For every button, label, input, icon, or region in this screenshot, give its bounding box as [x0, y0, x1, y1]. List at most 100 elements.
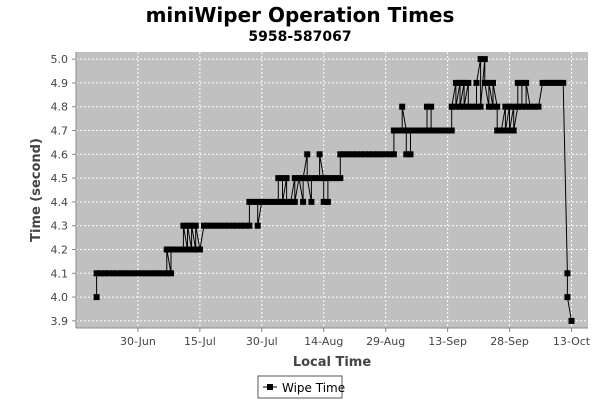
data-point	[106, 270, 112, 277]
data-point	[345, 151, 352, 158]
data-point	[382, 151, 389, 158]
data-point	[518, 79, 525, 86]
data-point	[403, 151, 410, 158]
data-point	[229, 222, 236, 229]
x-tick-label: 15-Jul	[184, 335, 216, 348]
data-point	[287, 198, 294, 205]
data-point	[457, 103, 463, 110]
data-point	[275, 175, 282, 182]
data-point	[188, 246, 195, 253]
data-point	[564, 270, 571, 277]
data-point	[502, 103, 509, 110]
data-point	[296, 175, 302, 182]
data-point	[337, 175, 344, 182]
data-point	[568, 317, 575, 324]
data-point	[258, 198, 265, 205]
data-point	[337, 151, 344, 158]
data-point	[353, 151, 360, 158]
data-point	[300, 175, 307, 182]
data-point	[403, 127, 410, 134]
data-point	[291, 198, 298, 205]
data-point	[531, 103, 538, 110]
data-point	[481, 56, 488, 63]
data-point	[432, 127, 439, 134]
plot-area	[76, 52, 588, 328]
data-point	[304, 151, 311, 158]
data-point	[134, 270, 141, 277]
data-point	[494, 103, 501, 110]
x-tick-label: 29-Aug	[366, 335, 405, 348]
data-point	[238, 222, 245, 229]
x-tick-label: 13-Sep	[428, 335, 467, 348]
data-point	[419, 127, 426, 134]
data-point	[481, 79, 488, 86]
legend: Wipe Time	[257, 375, 345, 399]
data-point	[192, 246, 199, 253]
data-point	[523, 79, 530, 86]
data-point	[349, 151, 356, 158]
y-tick-label: 3.9	[51, 315, 69, 328]
y-tick-label: 4.5	[51, 172, 69, 185]
y-tick-label: 5.0	[51, 53, 69, 66]
data-point	[254, 222, 261, 229]
data-point	[184, 222, 191, 229]
data-point	[271, 198, 278, 205]
y-tick-label: 4.8	[51, 101, 69, 114]
data-point	[436, 127, 443, 134]
data-point	[267, 198, 274, 205]
data-point	[386, 151, 393, 158]
data-point	[465, 79, 472, 86]
data-point	[159, 270, 166, 277]
data-point	[547, 79, 554, 86]
data-point	[225, 222, 232, 229]
data-point	[370, 151, 377, 158]
data-point	[461, 103, 468, 110]
data-point	[485, 103, 492, 110]
data-point	[155, 270, 162, 277]
legend-box	[257, 375, 343, 399]
data-point	[308, 175, 315, 182]
data-point	[428, 127, 435, 134]
data-point	[444, 127, 451, 134]
y-tick-label: 4.6	[51, 148, 69, 161]
data-point	[118, 270, 125, 277]
data-point	[560, 79, 567, 86]
data-point	[93, 294, 100, 301]
x-tick-label: 30-Jul	[246, 335, 278, 348]
data-point	[518, 103, 525, 110]
data-point	[93, 270, 100, 277]
data-point	[490, 103, 496, 110]
data-point	[242, 222, 249, 229]
chart-subtitle: 5958-587067	[248, 29, 351, 45]
data-point	[543, 79, 550, 86]
data-point	[205, 222, 212, 229]
data-point	[246, 222, 253, 229]
data-point	[465, 103, 472, 110]
data-point	[324, 175, 331, 182]
data-point	[291, 175, 298, 182]
data-point	[168, 270, 174, 277]
data-point	[564, 294, 571, 301]
data-point	[395, 127, 402, 134]
data-point	[424, 127, 430, 134]
data-point	[246, 198, 253, 205]
data-point	[469, 103, 476, 110]
data-point	[308, 198, 315, 205]
data-point	[490, 79, 496, 86]
data-point	[300, 198, 307, 205]
data-point	[180, 246, 187, 253]
data-point	[329, 175, 335, 182]
data-point	[279, 175, 286, 182]
data-point	[378, 151, 385, 158]
data-point	[399, 127, 406, 134]
data-point	[556, 79, 563, 86]
data-point	[494, 127, 501, 134]
data-point	[234, 222, 240, 229]
x-axis-label: Local Time	[293, 355, 372, 370]
data-point	[316, 175, 323, 182]
y-axis-label: Time (second)	[29, 138, 44, 242]
data-point	[122, 270, 129, 277]
data-point	[163, 270, 170, 277]
data-point	[452, 79, 459, 86]
